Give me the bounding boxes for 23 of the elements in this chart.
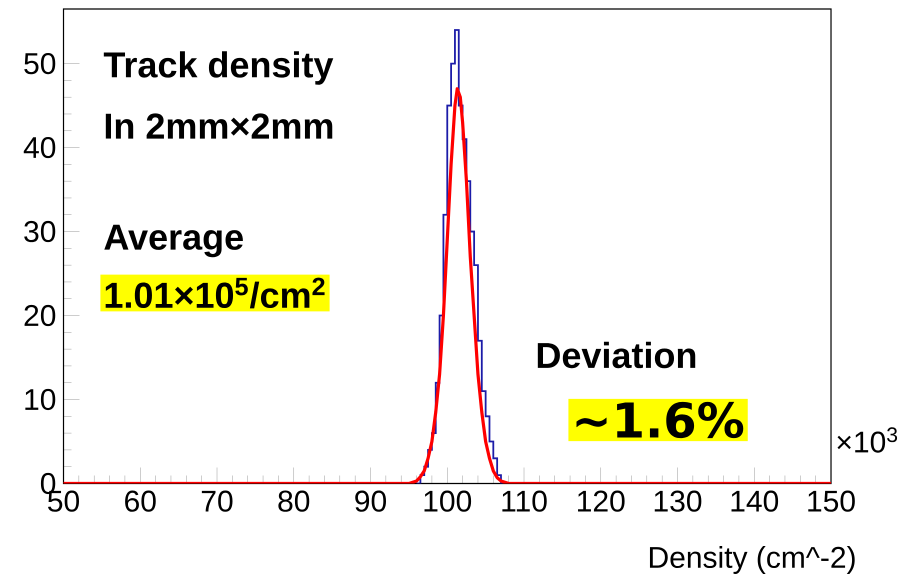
- x-tick-label: 70: [202, 490, 232, 512]
- y-tick-label: 30: [24, 220, 56, 242]
- annotation: 1.01×10$^{5}$/cm$^{2}$: [106, 278, 325, 308]
- y-tick-label: 50: [24, 52, 56, 74]
- annotation: Track density: [104, 51, 334, 85]
- x-tick-label: 80: [278, 490, 310, 512]
- x-tick-label: 60: [125, 490, 156, 512]
- annotation: ∼1.6%: [576, 402, 744, 438]
- x-tick-label: 120: [578, 490, 625, 512]
- x-tick-label: 100: [424, 490, 472, 512]
- y-tick-label: 20: [24, 304, 56, 326]
- x-tick-label: 90: [355, 490, 386, 512]
- y-tick-label: 10: [25, 388, 56, 410]
- x-tick-label: 150: [808, 490, 855, 512]
- annotation: In 2mm×2mm: [106, 113, 332, 139]
- x-tick-label: 140: [732, 490, 778, 512]
- y-tick-label: 40: [24, 136, 56, 158]
- x-axis-title: Density (cm^-2): [650, 546, 855, 574]
- annotation: Deviation: [538, 342, 696, 368]
- x-tick-label: 130: [654, 490, 702, 512]
- text: ×10$^{3}$: [837, 427, 898, 453]
- x-tick-label: 110: [502, 490, 547, 512]
- annotation: Average: [104, 224, 243, 258]
